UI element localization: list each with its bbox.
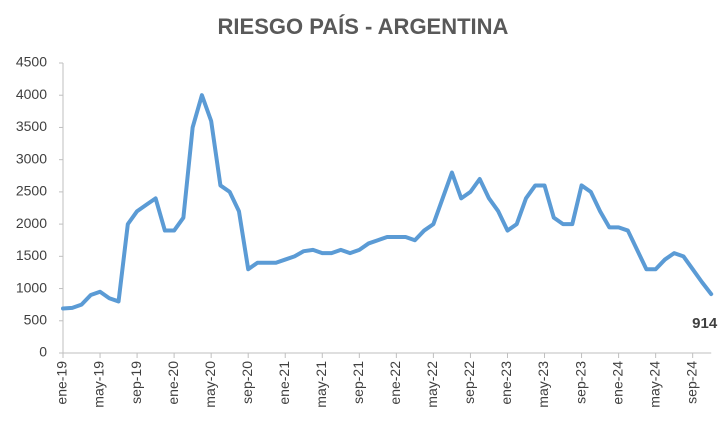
x-tick-label: sep-21	[350, 361, 366, 404]
y-tick-label: 0	[39, 344, 47, 360]
x-tick-label: may-20	[202, 361, 218, 408]
x-tick-label: sep-24	[683, 361, 699, 404]
x-tick-label: ene-24	[609, 361, 625, 405]
x-tick-label: sep-20	[239, 361, 255, 404]
x-tick-label: may-19	[91, 361, 107, 408]
y-tick-label: 3000	[16, 150, 47, 166]
x-tick-label: sep-19	[128, 361, 144, 404]
y-tick-label: 1000	[16, 279, 47, 295]
y-tick-label: 1500	[16, 247, 47, 263]
x-tick-label: sep-22	[461, 361, 477, 404]
x-tick-label: ene-22	[387, 361, 403, 405]
x-tick-label: ene-19	[54, 361, 70, 405]
x-tick-label: may-24	[646, 361, 662, 408]
y-tick-label: 2500	[16, 183, 47, 199]
line-series	[61, 93, 714, 311]
x-tick-label: ene-20	[165, 361, 181, 405]
data-label: 914	[692, 315, 718, 332]
x-tick-label: may-21	[313, 361, 329, 408]
chart-title: RIESGO PAÍS - ARGENTINA	[218, 14, 509, 39]
x-tick-label: ene-23	[498, 361, 514, 405]
x-tick-label: sep-23	[572, 361, 588, 404]
y-tick-label: 4500	[16, 54, 47, 70]
y-tick-label: 4000	[16, 86, 47, 102]
y-tick-label: 3500	[16, 118, 47, 134]
x-tick-label: may-22	[424, 361, 440, 408]
x-tick-label: may-23	[535, 361, 551, 408]
y-tick-label: 2000	[16, 215, 47, 231]
x-tick-label: ene-21	[276, 361, 292, 405]
y-tick-label: 500	[24, 311, 48, 327]
